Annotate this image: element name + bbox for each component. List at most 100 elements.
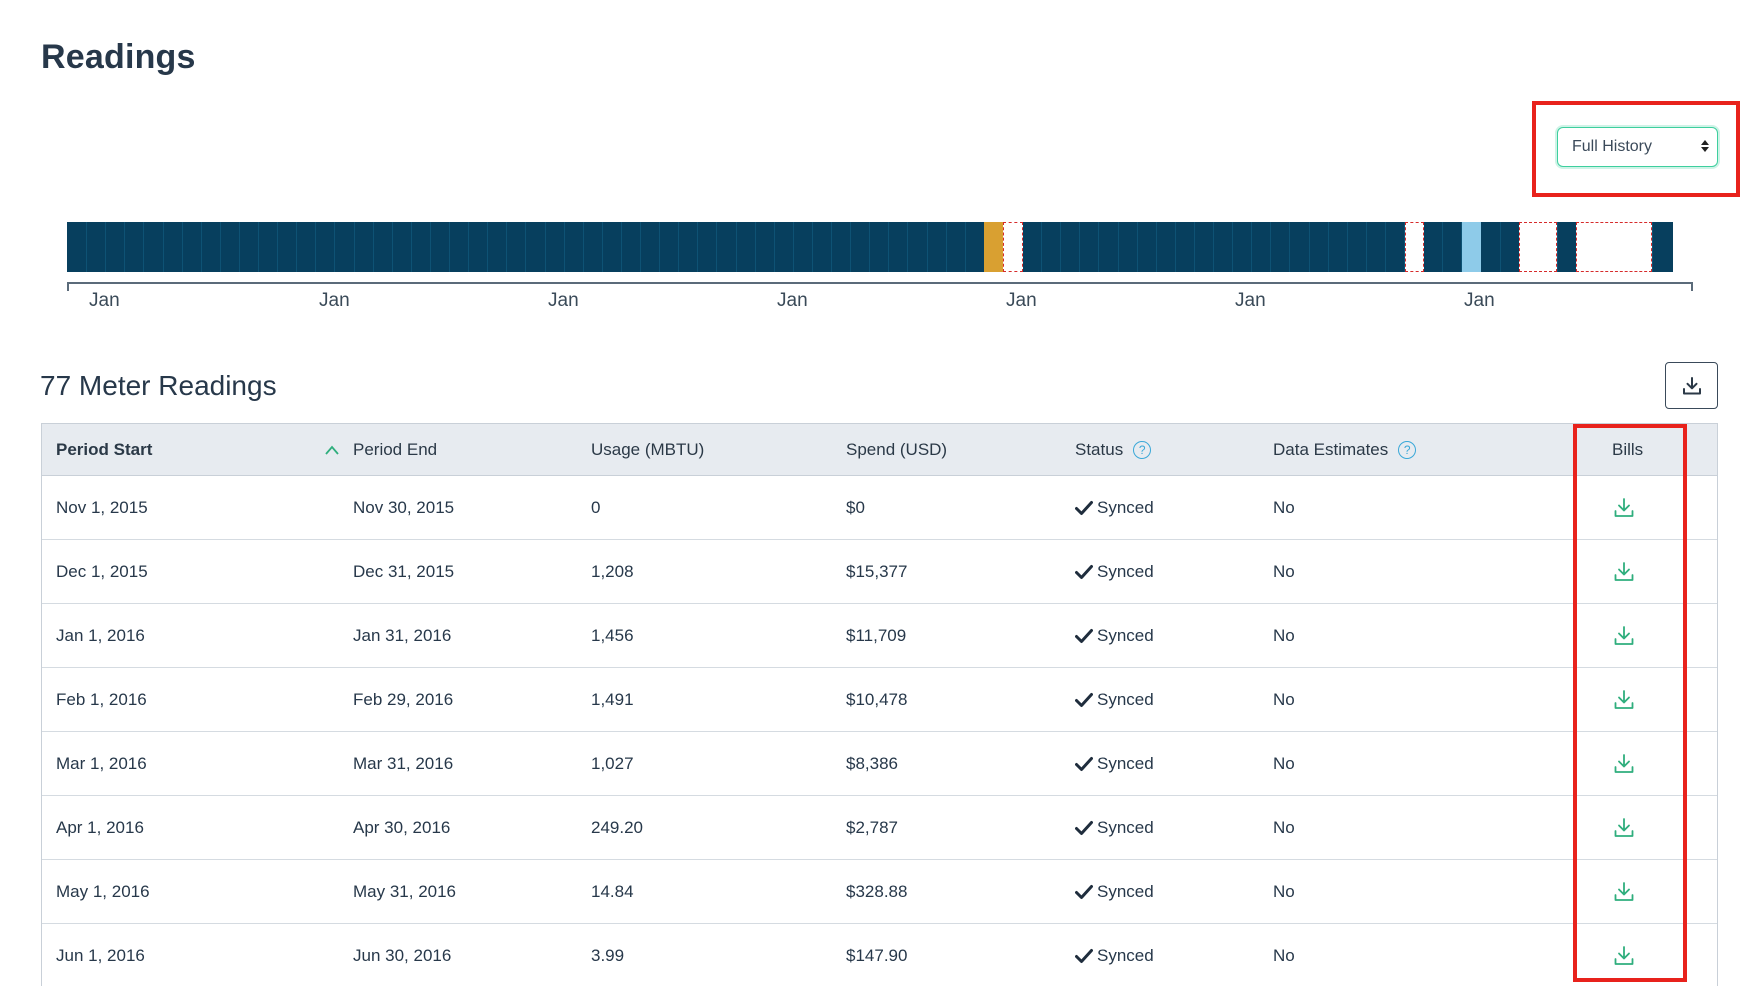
history-range-select[interactable]: Full History [1557, 127, 1718, 167]
checkmark-icon [1075, 757, 1093, 771]
bill-download-button[interactable] [1612, 624, 1636, 653]
cell-period-start: Mar 1, 2016 [56, 754, 147, 773]
timeline-cell-divider [1117, 222, 1119, 272]
checkmark-icon [1075, 885, 1093, 899]
timeline-segment-highlighted[interactable] [984, 222, 1003, 272]
timeline-cell-divider [1060, 222, 1062, 272]
cell-usage: 14.84 [591, 882, 634, 901]
bill-download-button[interactable] [1612, 752, 1636, 781]
timeline-cell-divider [1041, 222, 1043, 272]
status-help-icon[interactable]: ? [1133, 441, 1152, 459]
bill-download-button[interactable] [1612, 880, 1636, 909]
bill-download-button[interactable] [1612, 816, 1636, 845]
export-readings-button[interactable] [1665, 362, 1718, 409]
bill-download-button[interactable] [1612, 560, 1636, 589]
cell-usage: 1,208 [591, 562, 634, 581]
col-data-estimates[interactable]: Data Estimates ? [1273, 440, 1417, 460]
timeline-cell-divider [391, 222, 393, 272]
status-label: Synced [1097, 498, 1154, 517]
timeline-cell-divider [754, 222, 756, 272]
col-status[interactable]: Status ? [1075, 440, 1152, 460]
timeline-cell-divider [315, 222, 317, 272]
bill-download-button[interactable] [1612, 496, 1636, 525]
timeline-cell-divider [697, 222, 699, 272]
timeline-cell-divider [831, 222, 832, 272]
history-range-value: Full History [1572, 138, 1653, 155]
download-icon [1614, 818, 1634, 837]
timeline-cell-divider [1365, 222, 1367, 272]
table-row: Jun 1, 2016 Jun 30, 2016 3.99 $147.90 No Sync… [42, 924, 1717, 986]
cell-status: Synced [1075, 882, 1154, 902]
timeline-cell-divider [1327, 222, 1329, 272]
cell-status: Synced [1075, 818, 1154, 838]
timeline-cell-divider [964, 222, 966, 272]
timeline-cell-divider [353, 222, 355, 272]
timeline-cell-divider [86, 222, 88, 272]
download-icon [1614, 946, 1634, 965]
cell-spend: $8,386 [846, 754, 898, 773]
cell-spend: $10,478 [846, 690, 908, 709]
status-label: Synced [1097, 690, 1154, 709]
timeline-cell-divider [1213, 222, 1214, 272]
timeline-cell-divider [105, 222, 107, 272]
timeline-segment-missing[interactable] [1519, 222, 1557, 272]
cell-data-estimates: No [1273, 946, 1295, 965]
timeline-axis [67, 282, 1693, 291]
col-spend[interactable]: Spend (USD) [846, 440, 948, 459]
col-period-end[interactable]: Period End [353, 440, 438, 459]
status-label: Synced [1097, 946, 1154, 965]
timeline-cell-divider [525, 222, 527, 272]
timeline-cell-divider [659, 222, 661, 272]
checkmark-icon [1075, 565, 1093, 579]
timeline-cell-divider [124, 222, 126, 272]
cell-status: Synced [1075, 562, 1154, 582]
cell-spend: $11,709 [846, 626, 907, 645]
download-icon [1614, 498, 1634, 517]
cell-data-estimates: No [1273, 882, 1295, 901]
bill-download-button[interactable] [1612, 944, 1636, 973]
timeline-segment-estimated[interactable] [1462, 222, 1481, 272]
data-estimates-help-icon[interactable]: ? [1398, 441, 1417, 459]
timeline-segment-missing[interactable] [1576, 222, 1652, 272]
cell-status: Synced [1075, 690, 1154, 710]
timeline-segment-missing[interactable] [1003, 222, 1023, 272]
highlight-select-box [1532, 101, 1740, 197]
cell-spend: $15,377 [846, 562, 908, 581]
sort-ascending-icon[interactable] [324, 444, 340, 456]
cell-period-end: Jan 31, 2016 [353, 626, 452, 645]
timeline-cell-divider [1499, 222, 1501, 272]
checkmark-icon [1075, 629, 1093, 643]
checkmark-icon [1075, 501, 1093, 515]
status-label: Synced [1097, 754, 1154, 773]
readings-timeline[interactable] [67, 222, 1673, 272]
col-usage[interactable]: Usage (MBTU) [591, 440, 705, 459]
col-period-start[interactable]: Period Start [56, 440, 153, 459]
timeline-cell-divider [563, 222, 565, 272]
timeline-cell-divider [468, 222, 470, 272]
col-status-label: Status [1075, 440, 1124, 459]
cell-period-start: Jun 1, 2016 [56, 946, 145, 965]
cell-spend: $328.88 [846, 882, 908, 901]
col-data-estimates-label: Data Estimates [1273, 440, 1389, 459]
timeline-cell-divider [773, 222, 775, 272]
bill-download-button[interactable] [1612, 688, 1636, 717]
status-label: Synced [1097, 882, 1154, 901]
table-row: Jan 1, 2016 Jan 31, 2016 1,456 $11,709 No Syn… [42, 604, 1717, 668]
cell-spend: $2,787 [846, 818, 898, 837]
timeline-cell-divider [449, 222, 450, 272]
download-icon [1614, 562, 1634, 581]
timeline-cell-divider [1079, 222, 1081, 272]
status-label: Synced [1097, 818, 1154, 837]
timeline-cell-divider [1270, 222, 1272, 272]
cell-data-estimates: No [1273, 754, 1295, 773]
cell-spend: $147.90 [846, 946, 908, 965]
timeline-cell-divider [926, 222, 928, 272]
checkmark-icon [1075, 821, 1093, 835]
timeline-segment-missing[interactable] [1405, 222, 1424, 272]
timeline-cell-divider [1174, 222, 1176, 272]
timeline-cell-divider [601, 222, 603, 272]
timeline-cell-divider [1346, 222, 1348, 272]
table-row: Dec 1, 2015 Dec 31, 2015 1,208 $15,377 No Syn… [42, 540, 1717, 604]
timeline-cell-divider [1155, 222, 1157, 272]
status-label: Synced [1097, 562, 1154, 581]
